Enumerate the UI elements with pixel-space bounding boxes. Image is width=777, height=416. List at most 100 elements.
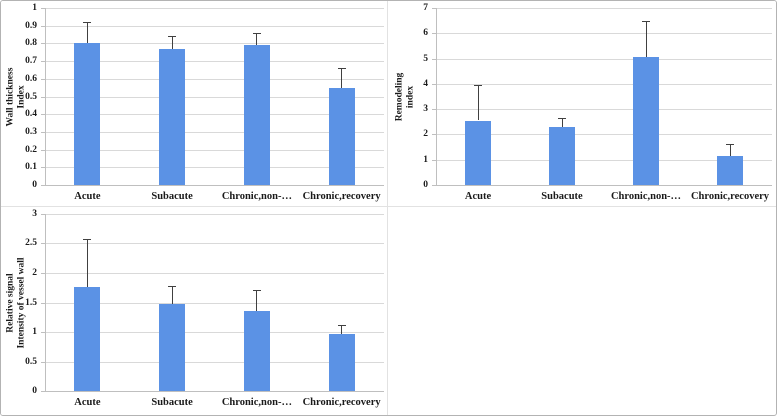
error-bar-cap [83,22,92,24]
error-bar-cap [726,143,734,145]
y-tick-label: 1.5 [25,297,37,308]
y-axis-tick [432,185,436,186]
y-tick-label: 5 [423,53,428,64]
error-bar-cap [252,32,261,34]
gridline [45,391,384,392]
y-axis-tick [41,8,45,9]
y-tick-label: 0.7 [25,55,37,66]
y-axis-title-line: Remodeling [394,72,404,121]
y-axis-tick [41,79,45,80]
y-axis-tick [432,160,436,161]
y-axis-tick [41,97,45,98]
y-tick-label: 0 [32,179,37,190]
error-bar [256,32,258,46]
y-axis-title: Remodeling index [394,8,416,185]
gridline [45,303,384,304]
x-category-label: Chronic,non-… [221,397,292,408]
y-axis-tick [432,109,436,110]
error-bar [341,68,343,88]
y-tick-label: 0 [32,385,37,396]
error-bar-cap [337,68,346,70]
x-category-label: Subacute [151,191,193,202]
y-axis-tick [41,114,45,115]
y-axis-title-line: index [405,85,415,108]
error-bar-cap [474,85,482,87]
y-axis-title-line: Index [16,84,26,109]
y-axis-title-line: Intensity of vessel wall [16,256,26,349]
y-axis-title: Wall thickness Index [5,8,27,185]
error-bar-cap [83,239,92,241]
gridline [45,114,384,115]
error-bar [171,286,173,305]
error-bar [729,143,731,156]
y-axis-title: Relative signal Intensity of vessel wall [5,214,27,391]
y-tick-label: 0.2 [25,144,37,155]
gridline [45,332,384,333]
x-category-label: Acute [74,191,101,202]
y-tick-label: 2.5 [25,237,37,248]
bar-chronic-non [633,57,659,185]
y-tick-label: 1 [423,154,428,165]
y-tick-label: 0.5 [25,356,37,367]
gridline [45,167,384,168]
y-axis-tick [432,33,436,34]
error-bar [256,289,258,312]
gridline [45,243,384,244]
y-tick-label: 0.4 [25,108,37,119]
bar-subacute [159,304,186,391]
gridline [436,8,772,9]
y-axis-tick [41,391,45,392]
y-tick-label: 2 [32,267,37,278]
bar-acute [465,120,491,185]
gridline [45,79,384,80]
y-tick-label: 3 [423,103,428,114]
y-axis-tick [432,8,436,9]
x-category-label: Chronic,recovery [302,191,381,202]
y-axis-tick [41,61,45,62]
chart-remodeling-index: 0 1 2 3 4 5 6 7 Remodeling index Acute Subacute Chro… [388,1,776,207]
y-axis-tick [41,214,45,215]
y-axis-tick [41,243,45,244]
bar-acute [74,286,101,391]
error-bar [171,36,173,49]
y-tick-label: 4 [423,78,428,89]
y-tick-label: 2 [423,128,428,139]
bar-chronic-non [243,311,270,391]
error-bar-cap [558,117,566,119]
y-axis-tick [432,59,436,60]
gridline [436,84,772,85]
bar-subacute [549,127,575,185]
y-tick-label: 3 [32,208,37,219]
bar-acute [74,43,101,185]
y-tick-label: 0.6 [25,73,37,84]
y-tick-label: 0.1 [25,161,37,172]
gridline [45,26,384,27]
y-tick-label: 7 [423,2,428,13]
y-tick-label: 0.9 [25,20,37,31]
y-tick-label: 6 [423,27,428,38]
gridline [436,185,772,186]
gridline [45,132,384,133]
y-tick-label: 0 [423,179,428,190]
error-bar [86,239,88,287]
y-axis-tick [41,273,45,274]
chart-relative-signal-intensity: 0 0.5 1 1.5 2 2.5 3 Relative signal Intensity of… [1,207,388,415]
y-axis-title-line: Wall thickness [5,67,15,126]
bar-chronic-non [243,45,270,185]
y-tick-label: 0.3 [25,126,37,137]
gridline [45,8,384,9]
y-axis-tick [41,26,45,27]
chart-wall-thickness-index: 0 0.1 0.2 0.3 0.4 0.5 0.6 0.7 0.8 0.9 1 Wall thickn… [1,1,388,207]
error-bar-cap [642,20,650,22]
x-category-label: Chronic,recovery [690,191,770,202]
gridline [45,43,384,44]
error-bar [477,85,479,121]
bar-subacute [159,48,186,185]
error-bar-cap [337,324,346,326]
gridline [45,61,384,62]
y-tick-label: 0.5 [25,91,37,102]
error-bar [645,20,647,58]
y-axis-tick [41,167,45,168]
error-bar-cap [168,286,177,287]
